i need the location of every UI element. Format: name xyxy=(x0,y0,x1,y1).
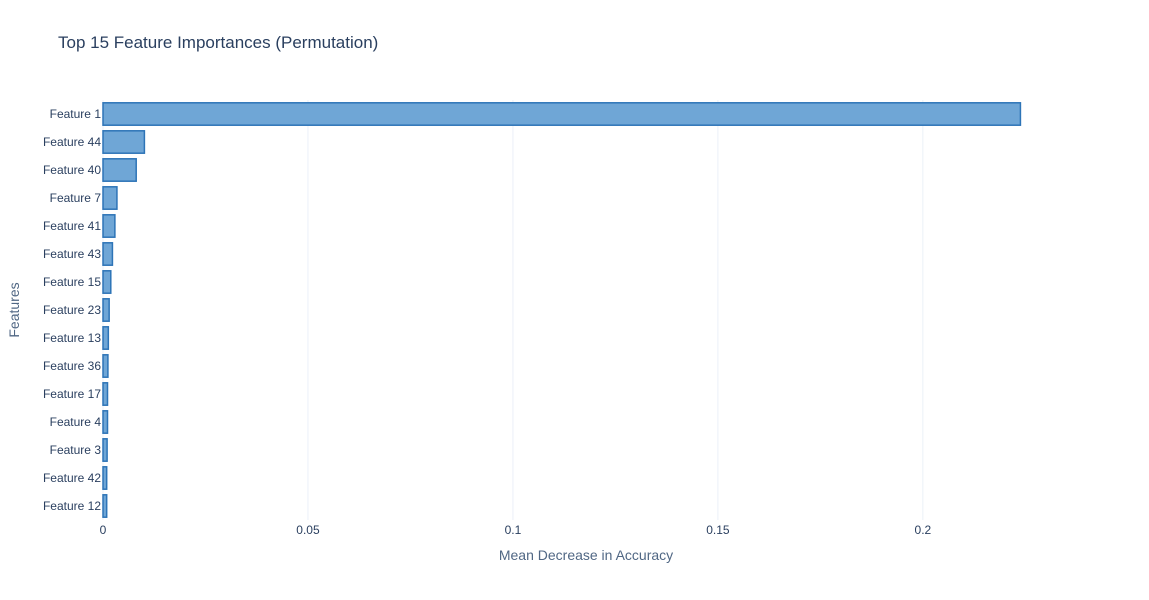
x-tick-label: 0 xyxy=(100,523,107,537)
x-tick-label: 0.15 xyxy=(706,523,730,537)
bar[interactable] xyxy=(102,354,109,378)
chart-title: Top 15 Feature Importances (Permutation) xyxy=(58,33,379,52)
bar[interactable] xyxy=(102,494,108,518)
y-tick-label: Feature 1 xyxy=(50,107,102,121)
x-tick-label: 0.1 xyxy=(505,523,522,537)
y-tick-label: Feature 41 xyxy=(43,219,101,233)
y-tick-label: Feature 3 xyxy=(50,443,102,457)
bar[interactable] xyxy=(102,410,109,434)
bar[interactable] xyxy=(102,158,137,182)
y-tick-label: Feature 36 xyxy=(43,359,101,373)
bar[interactable] xyxy=(102,186,118,210)
grid-layer xyxy=(102,100,924,520)
y-tick-labels: Feature 1 Feature 44 Feature 40 Feature 7 Fe… xyxy=(43,107,101,513)
x-tick-label: 0.2 xyxy=(915,523,932,537)
y-tick-label: Feature 17 xyxy=(43,387,101,401)
y-axis-title: Features xyxy=(6,282,22,337)
y-tick-label: Feature 15 xyxy=(43,275,101,289)
y-tick-label: Feature 4 xyxy=(50,415,102,429)
bar[interactable] xyxy=(102,466,108,490)
x-tick-labels: 0 0.05 0.1 0.15 0.2 xyxy=(100,523,932,537)
bar[interactable] xyxy=(102,326,110,350)
bar[interactable] xyxy=(102,214,116,238)
y-tick-label: Feature 44 xyxy=(43,135,101,149)
y-tick-label: Feature 13 xyxy=(43,331,101,345)
bar[interactable] xyxy=(102,298,110,322)
y-tick-label: Feature 23 xyxy=(43,303,101,317)
y-tick-label: Feature 40 xyxy=(43,163,101,177)
x-tick-label: 0.05 xyxy=(296,523,320,537)
bar[interactable] xyxy=(102,270,112,294)
y-tick-label: Feature 7 xyxy=(50,191,102,205)
bar-layer xyxy=(102,102,1022,518)
y-tick-label: Feature 42 xyxy=(43,471,101,485)
bar[interactable] xyxy=(102,382,109,406)
bar[interactable] xyxy=(102,438,108,462)
y-tick-label: Feature 43 xyxy=(43,247,101,261)
x-axis-title: Mean Decrease in Accuracy xyxy=(499,547,673,563)
bar[interactable] xyxy=(102,102,1022,126)
bar[interactable] xyxy=(102,130,146,154)
bar[interactable] xyxy=(102,242,114,266)
y-tick-label: Feature 12 xyxy=(43,499,101,513)
